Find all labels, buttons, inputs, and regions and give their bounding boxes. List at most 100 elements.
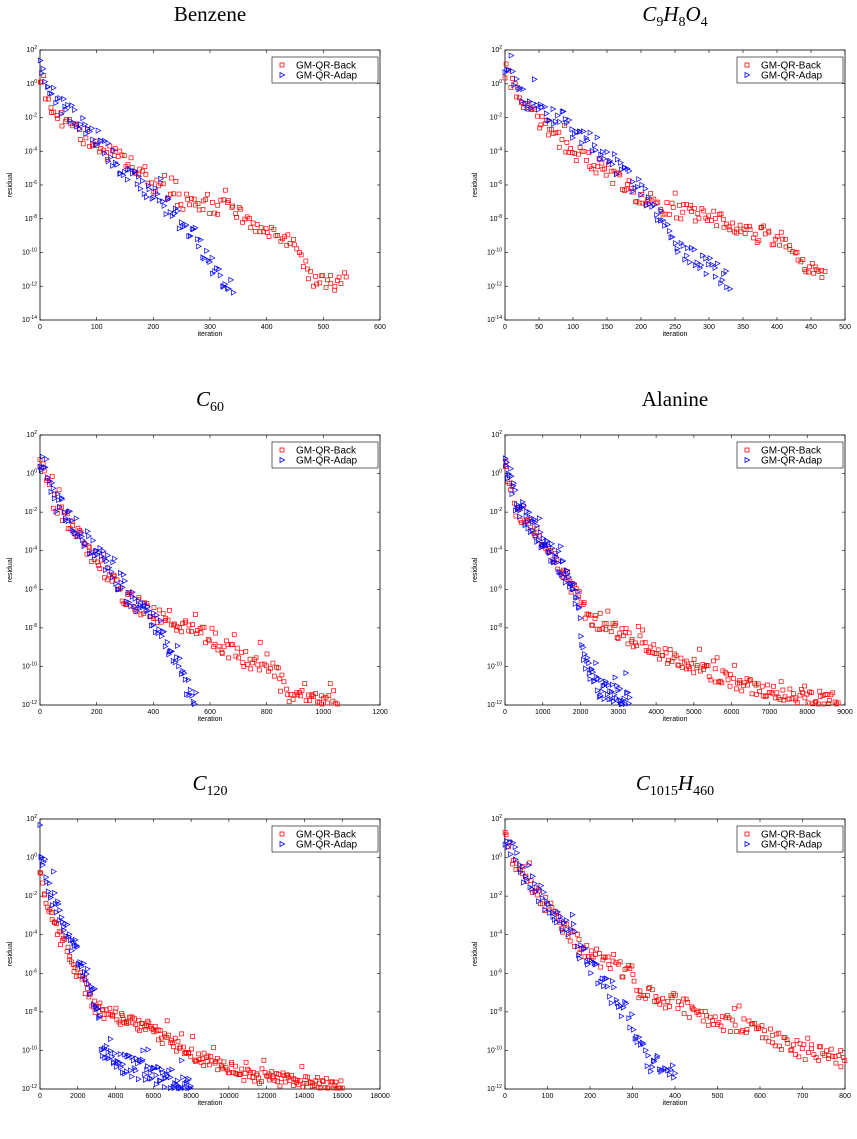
data-point-triangle — [727, 285, 734, 292]
data-point-triangle — [146, 182, 152, 189]
data-point-triangle — [541, 889, 548, 896]
data-point-square — [336, 274, 342, 280]
data-point-triangle — [121, 571, 127, 578]
data-point-square — [752, 231, 758, 237]
chart-title-alanine: Alanine — [505, 387, 845, 412]
data-point-triangle — [528, 528, 534, 536]
data-point-triangle — [599, 975, 606, 982]
data-point-triangle — [574, 128, 581, 136]
data-point-triangle — [178, 1084, 185, 1092]
data-point-triangle — [143, 1076, 149, 1083]
data-point-triangle — [113, 159, 119, 166]
data-point-square — [800, 257, 806, 262]
data-point-square — [589, 166, 594, 172]
data-point-triangle — [580, 644, 587, 651]
data-point-square — [721, 224, 727, 230]
data-point-triangle — [603, 678, 609, 685]
data-point-square — [685, 1000, 691, 1005]
data-point-triangle — [120, 1061, 127, 1068]
legend-label: GM-QR-Adap — [296, 71, 358, 82]
data-point-square — [521, 105, 526, 110]
data-point-triangle — [71, 119, 78, 127]
data-point-triangle — [629, 1011, 636, 1018]
data-point-triangle — [105, 552, 112, 559]
x-tick-label: 350 — [737, 324, 749, 331]
data-point-triangle — [56, 496, 63, 504]
data-point-square — [221, 1059, 227, 1065]
data-point-square — [47, 906, 53, 912]
data-point-triangle — [162, 643, 169, 650]
data-point-square — [634, 987, 640, 993]
x-tick-label: 16000 — [332, 1093, 352, 1100]
data-point-square — [773, 1031, 779, 1037]
data-point-square — [569, 150, 575, 155]
data-point-triangle — [53, 99, 60, 107]
data-point-triangle — [151, 194, 158, 201]
data-point-square — [126, 1019, 131, 1025]
data-point-square — [761, 223, 766, 229]
plot-c120: 0 2000 4000 6000 8000 10000 12000 14000 16000 180… — [7, 814, 390, 1107]
data-point-square — [590, 955, 596, 961]
x-tick-label: 200 — [147, 324, 159, 331]
data-point-square — [167, 608, 172, 613]
data-point-square — [84, 551, 90, 557]
data-point-square — [678, 216, 684, 222]
data-point-triangle — [99, 137, 106, 145]
data-point-square — [142, 164, 148, 169]
data-point-square — [816, 269, 822, 274]
data-point-square — [151, 616, 157, 621]
data-point-triangle — [622, 998, 629, 1005]
data-point-triangle — [73, 936, 79, 943]
data-point-triangle — [513, 856, 519, 863]
data-point-triangle — [192, 224, 199, 231]
data-point-square — [639, 192, 645, 197]
data-point-triangle — [639, 1039, 646, 1046]
data-point-triangle — [144, 1063, 151, 1070]
data-point-triangle — [533, 888, 539, 895]
data-point-square — [248, 225, 254, 231]
data-point-square — [110, 1012, 116, 1018]
data-point-square — [610, 180, 616, 186]
data-point-square — [828, 1046, 834, 1052]
data-point-square — [697, 646, 702, 652]
y-tick-label: 102 — [491, 814, 502, 823]
data-point-square — [626, 178, 632, 184]
data-point-square — [689, 661, 694, 667]
data-point-triangle — [162, 1083, 168, 1091]
data-point-square — [272, 1078, 278, 1083]
data-point-triangle — [48, 894, 54, 901]
data-point-triangle — [575, 588, 582, 595]
y-tick-label: 10-6 — [25, 968, 37, 977]
chart-title-c9h8o4: C9H8O4 — [505, 2, 845, 31]
title-part: 4 — [700, 15, 708, 31]
data-point-square — [811, 270, 817, 276]
data-point-square — [54, 921, 59, 926]
data-point-triangle — [520, 85, 527, 93]
data-point-square — [236, 1072, 242, 1078]
y-tick-label: 10-10 — [22, 661, 37, 670]
data-point-square — [605, 608, 611, 614]
data-point-square — [584, 611, 590, 617]
data-point-triangle — [521, 879, 527, 886]
data-point-triangle — [595, 980, 602, 987]
data-point-square — [265, 1074, 271, 1079]
data-point-triangle — [609, 161, 616, 168]
chart-panel-c60: C60 0 200 400 600 800 1000 1200 102 100 10-2 10-4 1… — [0, 385, 392, 755]
data-point-square — [588, 948, 594, 954]
data-point-triangle — [504, 838, 510, 845]
data-point-triangle — [610, 978, 616, 985]
data-point-square — [43, 96, 48, 102]
y-tick-label: 100 — [26, 853, 37, 862]
data-point-triangle — [38, 853, 45, 860]
data-point-square — [132, 1016, 137, 1022]
data-point-square — [326, 693, 332, 698]
data-point-triangle — [593, 673, 600, 680]
data-point-square — [806, 1050, 811, 1055]
data-point-triangle — [584, 137, 591, 144]
data-point-triangle — [611, 698, 617, 705]
data-point-square — [789, 1047, 795, 1052]
data-point-triangle — [65, 101, 72, 109]
data-point-square — [215, 1055, 220, 1061]
data-point-square — [514, 94, 519, 100]
data-point-triangle — [57, 503, 63, 510]
